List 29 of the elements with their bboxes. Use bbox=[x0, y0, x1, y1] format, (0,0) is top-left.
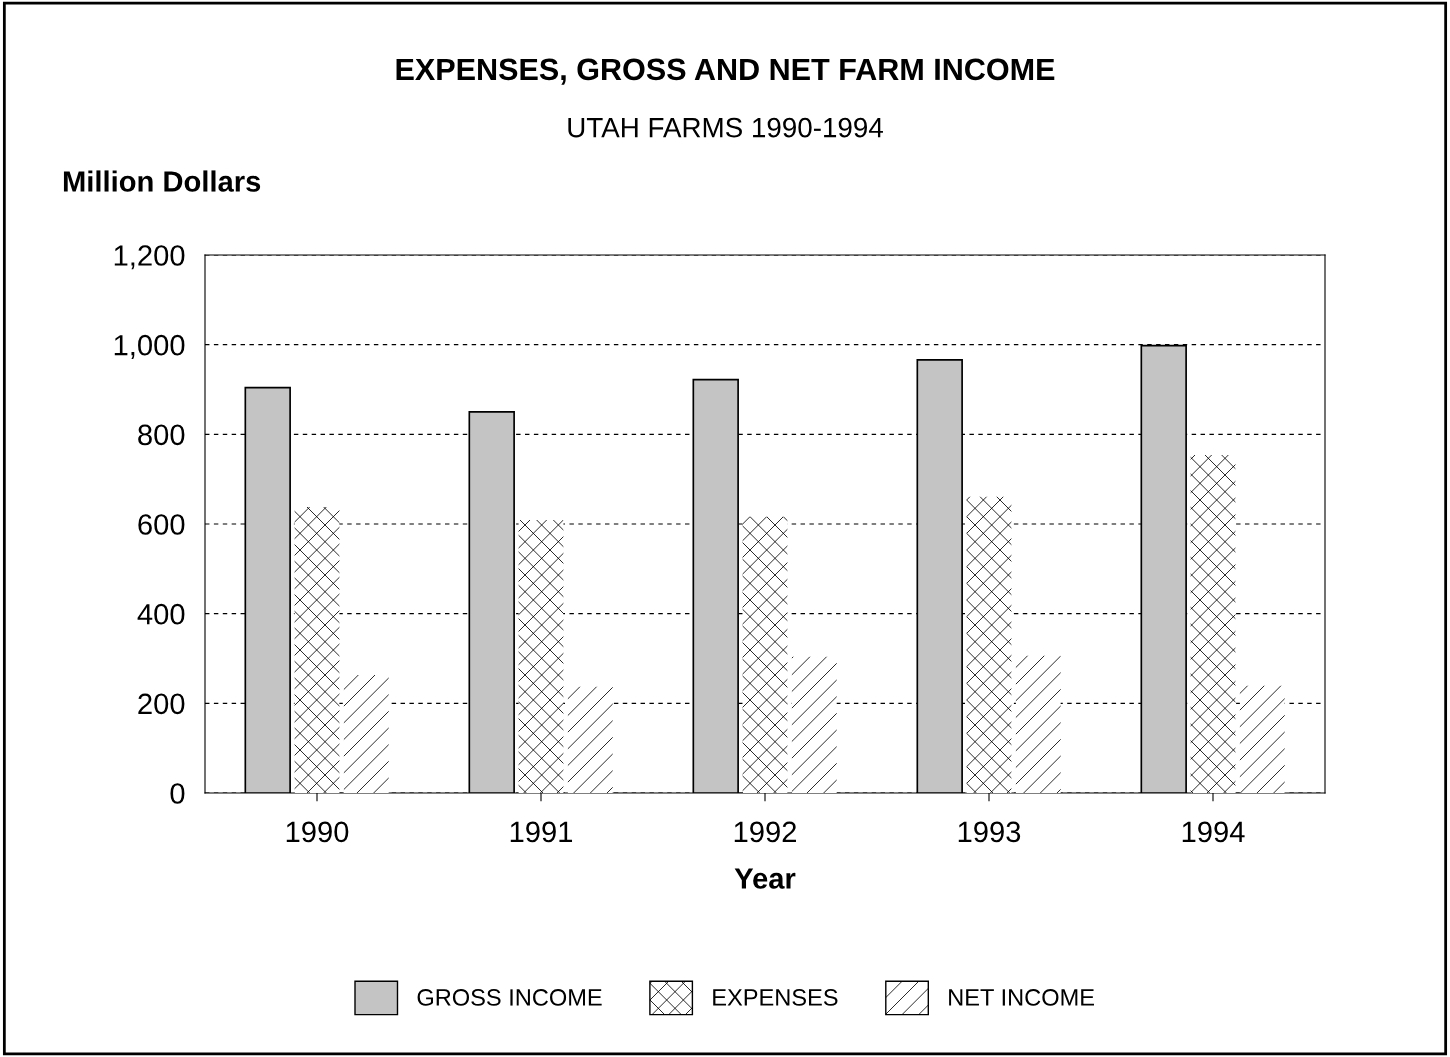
y-tick-label: 1,200 bbox=[114, 245, 185, 270]
bar bbox=[966, 496, 1012, 793]
bar bbox=[1190, 454, 1236, 793]
y-axis-title: Million Dollars bbox=[63, 170, 261, 192]
bar bbox=[1015, 655, 1061, 793]
legend-label: EXPENSES bbox=[713, 989, 838, 1006]
bar bbox=[742, 516, 788, 793]
chart-title: EXPENSES, GROSS AND NET FARM INCOME bbox=[396, 58, 1055, 85]
bar bbox=[343, 675, 389, 793]
x-tick-label: 1992 bbox=[734, 821, 796, 843]
y-tick-label: 200 bbox=[138, 693, 185, 715]
bar bbox=[518, 519, 564, 793]
bar bbox=[294, 506, 340, 793]
x-tick-label: 1991 bbox=[510, 821, 573, 843]
y-tick-label: 800 bbox=[138, 424, 185, 446]
y-tick-label: 400 bbox=[137, 603, 185, 625]
bar bbox=[791, 656, 837, 793]
legend-label: GROSS INCOME bbox=[417, 989, 602, 1006]
chart-subtitle: UTAH FARMS 1990-1994 bbox=[568, 117, 883, 138]
x-axis-title: Year bbox=[734, 868, 796, 889]
bar bbox=[1239, 685, 1285, 793]
legend-label: NET INCOME bbox=[949, 989, 1094, 1006]
x-tick-label: 1994 bbox=[1182, 821, 1245, 843]
x-tick-label: 1993 bbox=[958, 821, 1021, 843]
x-tick-label: 1990 bbox=[286, 821, 349, 843]
y-tick-label: 600 bbox=[138, 514, 185, 535]
y-tick-label: 0 bbox=[170, 783, 185, 804]
bar bbox=[567, 686, 613, 793]
y-tick-label: 1,000 bbox=[114, 334, 185, 359]
